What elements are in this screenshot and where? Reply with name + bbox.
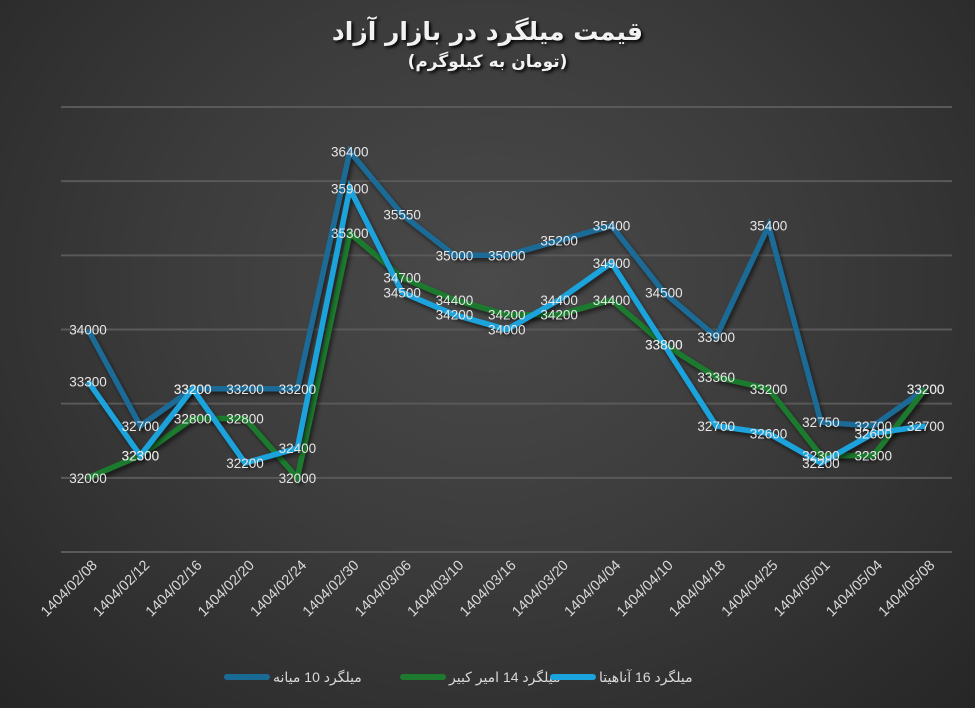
data-label: 32000 (279, 471, 317, 486)
data-label: 34200 (540, 308, 578, 323)
data-label: 34700 (383, 271, 421, 286)
data-label: 34400 (436, 293, 474, 308)
data-label: 32200 (802, 456, 840, 471)
data-label: 33300 (69, 374, 107, 389)
data-label: 33200 (907, 382, 945, 397)
legend-label: میلگرد 10 میانه (273, 668, 362, 685)
data-label: 36400 (331, 145, 369, 160)
x-axis-labels: 1404/02/081404/02/121404/02/161404/02/20… (38, 558, 938, 621)
data-label: 32700 (697, 419, 735, 434)
series-line-1[interactable] (86, 228, 928, 484)
data-label: 35400 (593, 219, 631, 234)
data-label: 35200 (540, 234, 578, 249)
x-tick-label: 1404/05/08 (876, 558, 939, 621)
data-label: 34400 (593, 293, 631, 308)
data-label: 32750 (802, 415, 840, 430)
data-label: 33200 (226, 382, 264, 397)
data-label: 35900 (331, 182, 369, 197)
legend-swatch-mianeh (224, 674, 270, 680)
data-label: 33200 (174, 382, 212, 397)
data-label: 35550 (383, 208, 421, 223)
legend-swatch-anahita (550, 674, 596, 680)
chart-title: قیمت میلگرد در بازار آزاد (331, 17, 644, 46)
data-label: 34000 (69, 323, 107, 338)
data-label: 35400 (750, 219, 788, 234)
legend-item-mianeh[interactable]: میلگرد 10 میانه (224, 664, 362, 690)
data-label: 32200 (226, 456, 264, 471)
data-label: 34500 (383, 285, 421, 300)
data-label: 35300 (331, 226, 369, 241)
legend-swatch-amirkabir (400, 674, 446, 680)
data-label: 32300 (122, 449, 160, 464)
data-label: 33900 (697, 330, 735, 345)
data-label: 32700 (122, 419, 160, 434)
data-label: 32800 (174, 412, 212, 427)
data-label: 32600 (750, 426, 788, 441)
chart-title-block: قیمت میلگرد در بازار آزاد (تومان به کیلو… (0, 14, 975, 74)
data-label: 35000 (436, 248, 474, 263)
data-label: 33200 (907, 382, 945, 397)
data-label: 32300 (122, 449, 160, 464)
data-label: 34200 (488, 308, 526, 323)
series-line-0[interactable] (85, 145, 928, 430)
legend-label: میلگرد 14 امیر کبیر (449, 668, 561, 685)
data-label: 32700 (854, 419, 892, 434)
legend-item-amirkabir[interactable]: میلگرد 14 امیر کبیر (400, 664, 561, 690)
data-labels: 34000 32700 33200 33200 33200 36400 35550 35000… (69, 145, 944, 486)
series-line-2[interactable] (85, 180, 926, 467)
data-label: 34000 (488, 323, 526, 338)
data-label: 34500 (645, 285, 683, 300)
data-label: 32700 (907, 419, 945, 434)
data-label: 32600 (854, 426, 892, 441)
gridlines (61, 106, 952, 553)
data-label: 32300 (854, 449, 892, 464)
data-label: 34900 (593, 256, 631, 271)
series-lines (85, 145, 928, 484)
data-label: 34400 (540, 293, 578, 308)
data-label: 33800 (645, 337, 683, 352)
data-label: 33200 (174, 382, 212, 397)
data-label: 33200 (279, 382, 317, 397)
data-label: 33800 (645, 337, 683, 352)
data-label: 32800 (226, 412, 264, 427)
data-label: 33200 (750, 382, 788, 397)
data-label: 35000 (488, 248, 526, 263)
data-label: 32400 (279, 441, 317, 456)
chart-subtitle: (تومان به کیلوگرم) (407, 52, 568, 72)
data-label: 33360 (697, 370, 735, 385)
legend-label: میلگرد 16 آناهیتا (599, 668, 693, 685)
legend-item-anahita[interactable]: میلگرد 16 آناهیتا (550, 664, 693, 690)
data-label: 34200 (436, 308, 474, 323)
legend: میلگرد 10 میانه میلگرد 14 امیر کبیر میلگ… (0, 664, 975, 690)
data-label: 32000 (69, 471, 107, 486)
data-label: 32300 (802, 449, 840, 464)
